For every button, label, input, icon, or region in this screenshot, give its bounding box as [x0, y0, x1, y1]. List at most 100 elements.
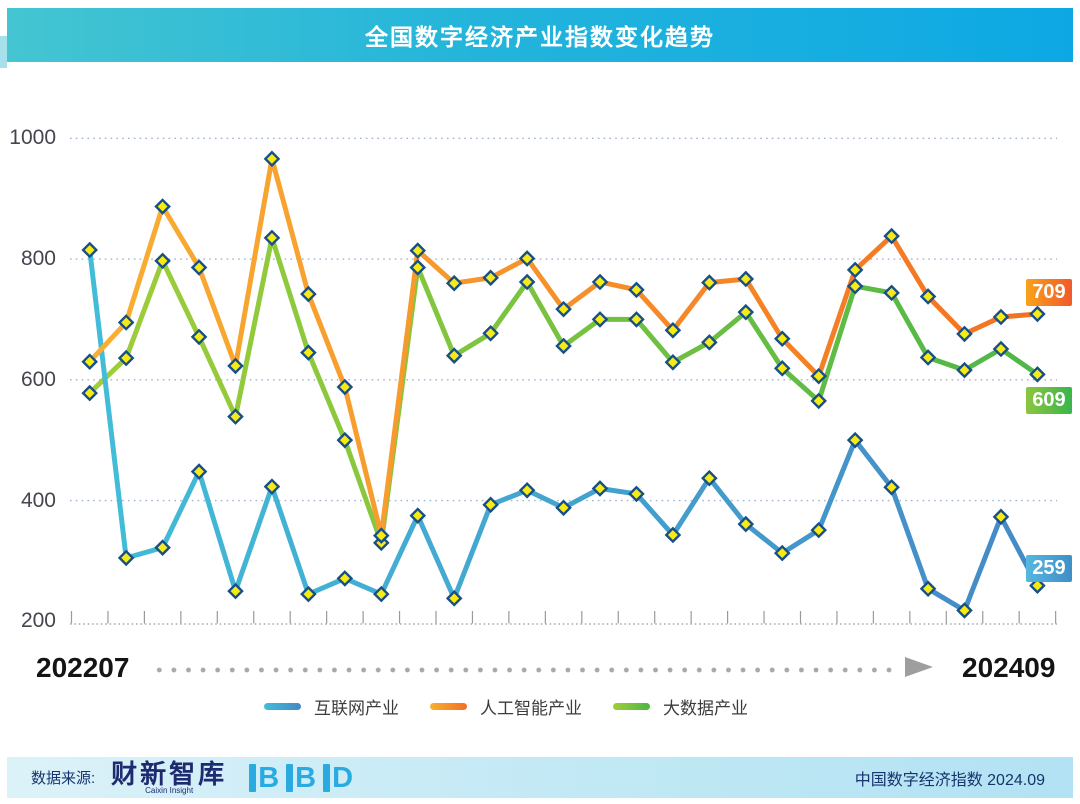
- marker-diamond-icon: [154, 252, 171, 270]
- title-bar: 全国数字经济产业指数变化趋势: [7, 8, 1073, 62]
- marker-diamond-icon: [409, 507, 427, 524]
- marker-diamond-icon: [81, 241, 98, 259]
- y-axis-label-200: 200: [20, 609, 56, 633]
- y-axis-label-1000: 1000: [9, 126, 56, 150]
- marker-diamond-icon: [956, 361, 973, 379]
- legend-label: 大数据产业: [663, 699, 748, 718]
- timeline-dotted-line: [152, 666, 900, 674]
- marker-diamond-icon: [628, 485, 645, 503]
- marker-diamond-icon: [883, 284, 900, 302]
- marker-diamond-icon: [154, 198, 171, 215]
- end-value-badge-互联网产业: 259: [1026, 554, 1072, 582]
- marker-diamond-icon: [919, 580, 937, 597]
- marker-diamond-icon: [373, 527, 390, 544]
- footer-index-name: 中国数字经济指数 2024.09: [854, 771, 1045, 789]
- marker-diamond-icon: [919, 349, 937, 366]
- caixin-logo: 财新智库 Caixin Insight: [111, 761, 227, 795]
- bbd-logo-glyph: B: [286, 761, 317, 794]
- marker-diamond-icon: [190, 259, 208, 276]
- marker-diamond-icon: [1029, 305, 1046, 323]
- caixin-logo-subtitle: Caixin Insight: [145, 785, 194, 795]
- marker-diamond-icon: [591, 311, 609, 328]
- marker-diamond-icon: [1029, 366, 1046, 383]
- caixin-logo-name: 财新智库: [111, 758, 228, 789]
- marker-diamond-icon: [227, 357, 244, 375]
- legend: 互联网产业 人工智能产业 大数据产业: [264, 694, 748, 719]
- marker-diamond-icon: [737, 270, 755, 288]
- marker-diamond-icon: [300, 285, 317, 303]
- marker-diamond-icon: [263, 229, 281, 247]
- marker-diamond-icon: [591, 480, 609, 497]
- bbd-logo-letter: D: [332, 761, 354, 794]
- marker-diamond-icon: [773, 544, 791, 562]
- marker-diamond-icon: [445, 347, 463, 364]
- marker-diamond-icon: [773, 330, 791, 348]
- page-title: 全国数字经济产业指数变化趋势: [365, 24, 715, 50]
- marker-diamond-icon: [992, 308, 1010, 326]
- end-value-badge-大数据产业: 609: [1026, 387, 1072, 415]
- title-bar-left-tab: [0, 36, 7, 68]
- marker-diamond-icon: [373, 585, 390, 603]
- marker-diamond-icon: [482, 496, 499, 514]
- marker-diamond-icon: [518, 273, 536, 291]
- marker-diamond-icon: [555, 499, 572, 517]
- x-axis-start-label: 202207: [36, 652, 130, 683]
- marker-diamond-icon: [701, 274, 718, 291]
- legend-dash-icon: [264, 702, 301, 711]
- marker-diamond-icon: [555, 300, 572, 318]
- marker-diamond-icon: [846, 431, 864, 449]
- marker-diamond-icon: [409, 259, 427, 276]
- marker-diamond-icon: [591, 273, 609, 291]
- marker-diamond-icon: [117, 549, 135, 567]
- marker-diamond-icon: [227, 408, 244, 425]
- legend-label: 互联网产业: [314, 699, 399, 718]
- marker-diamond-icon: [263, 478, 281, 495]
- marker-diamond-icon: [227, 582, 244, 600]
- marker-diamond-icon: [992, 340, 1010, 358]
- marker-diamond-icon: [117, 349, 135, 367]
- marker-diamond-icon: [664, 321, 682, 339]
- marker-diamond-icon: [81, 384, 98, 402]
- marker-diamond-icon: [846, 261, 864, 279]
- y-axis-label-800: 800: [20, 247, 56, 271]
- marker-diamond-icon: [81, 353, 98, 370]
- marker-diamond-icon: [117, 314, 135, 331]
- marker-diamond-icon: [773, 360, 791, 377]
- marker-diamond-icon: [555, 337, 572, 355]
- legend-item-互联网产业: 互联网产业: [264, 694, 399, 719]
- marker-diamond-icon: [336, 378, 354, 396]
- legend-dash-icon: [430, 702, 467, 711]
- marker-diamond-icon: [190, 463, 208, 480]
- marker-diamond-icon: [190, 328, 208, 346]
- marker-diamond-icon: [336, 431, 354, 449]
- marker-diamond-icon: [445, 590, 463, 607]
- marker-diamond-icon: [992, 508, 1010, 526]
- marker-diamond-icon: [810, 521, 827, 539]
- marker-diamond-icon: [482, 325, 499, 342]
- marker-diamond-icon: [846, 277, 864, 295]
- marker-diamond-icon: [664, 526, 682, 544]
- marker-diamond-icon: [737, 303, 755, 321]
- marker-diamond-icon: [518, 481, 536, 499]
- timeline-arrow-icon: [905, 657, 933, 677]
- legend-label: 人工智能产业: [480, 699, 582, 718]
- marker-diamond-icon: [445, 274, 463, 292]
- marker-diamond-icon: [300, 585, 317, 603]
- bbd-logo-bar: [286, 763, 294, 792]
- bbd-logo-glyph: B: [249, 763, 279, 792]
- bbd-logo-letter: B: [295, 761, 317, 794]
- marker-diamond-icon: [701, 469, 718, 487]
- marker-diamond-icon: [336, 570, 354, 587]
- marker-diamond-icon: [154, 539, 171, 556]
- end-value-badge-人工智能产业: 709: [1026, 278, 1072, 306]
- marker-diamond-icon: [409, 242, 427, 259]
- marker-diamond-icon: [628, 311, 645, 328]
- bbd-logo-glyph: D: [323, 761, 354, 794]
- marker-diamond-icon: [810, 367, 827, 385]
- marker-diamond-icon: [628, 281, 645, 299]
- y-axis-label-400: 400: [20, 488, 56, 512]
- marker-diamond-icon: [518, 250, 536, 267]
